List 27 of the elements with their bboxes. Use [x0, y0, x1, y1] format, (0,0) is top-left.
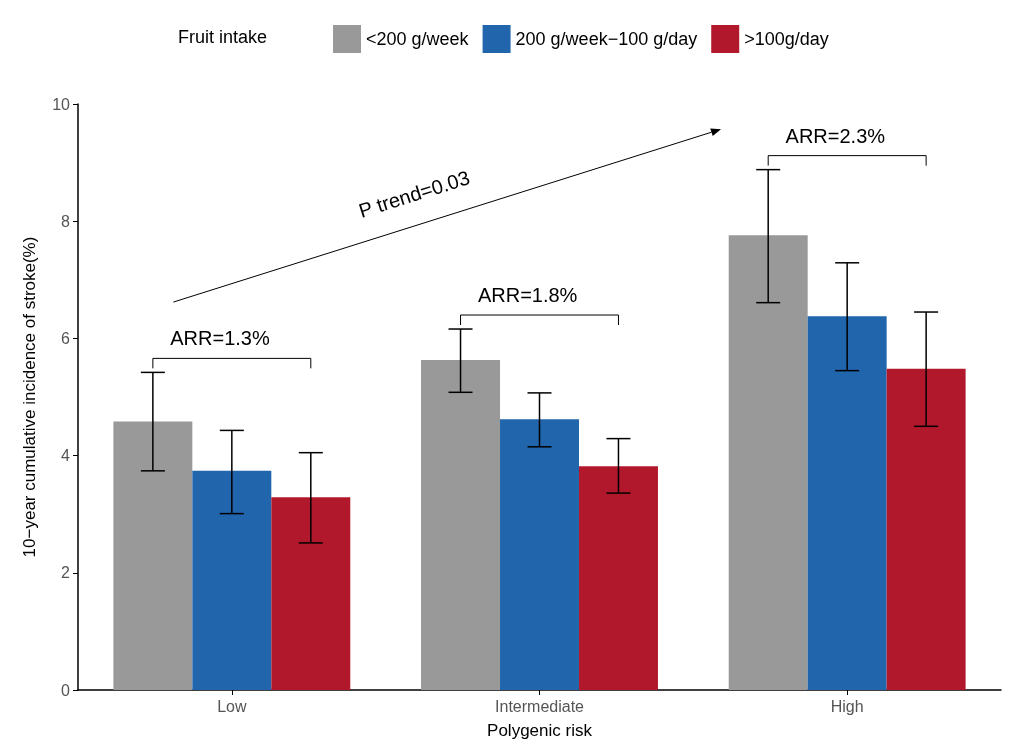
bar	[192, 470, 272, 690]
y-tick-label: 8	[61, 212, 71, 230]
bar	[886, 368, 966, 690]
x-tick-label: Low	[217, 697, 247, 715]
annotation: ARR=1.3%	[170, 327, 270, 350]
x-tick-label: Intermediate	[495, 697, 585, 715]
x-axis-title: Polygenic risk	[487, 721, 593, 740]
annotation: ARR=1.8%	[477, 284, 578, 307]
y-tick-label: 0	[61, 681, 71, 699]
y-tick-label: 4	[61, 447, 71, 465]
legend-label: <200 g/week	[366, 29, 470, 49]
y-tick-label: 2	[61, 564, 71, 582]
bar	[500, 419, 579, 690]
annotation: ARR=2.3%	[785, 124, 886, 147]
legend-title: Fruit intake	[178, 27, 268, 47]
bar	[728, 235, 808, 690]
y-tick-label: 10	[52, 95, 71, 113]
x-tick-label: High	[830, 697, 864, 715]
bar	[421, 360, 501, 690]
bar	[271, 497, 351, 690]
legend-label: >100g/day	[744, 29, 829, 49]
bar	[113, 421, 193, 690]
y-tick-label: 6	[61, 329, 71, 347]
bar	[807, 316, 887, 690]
legend-label: 200 g/week−100 g/day	[515, 29, 698, 49]
y-axis-title: 10−year cumulative incidence of stroke(%)	[20, 236, 39, 558]
bar	[578, 466, 658, 690]
